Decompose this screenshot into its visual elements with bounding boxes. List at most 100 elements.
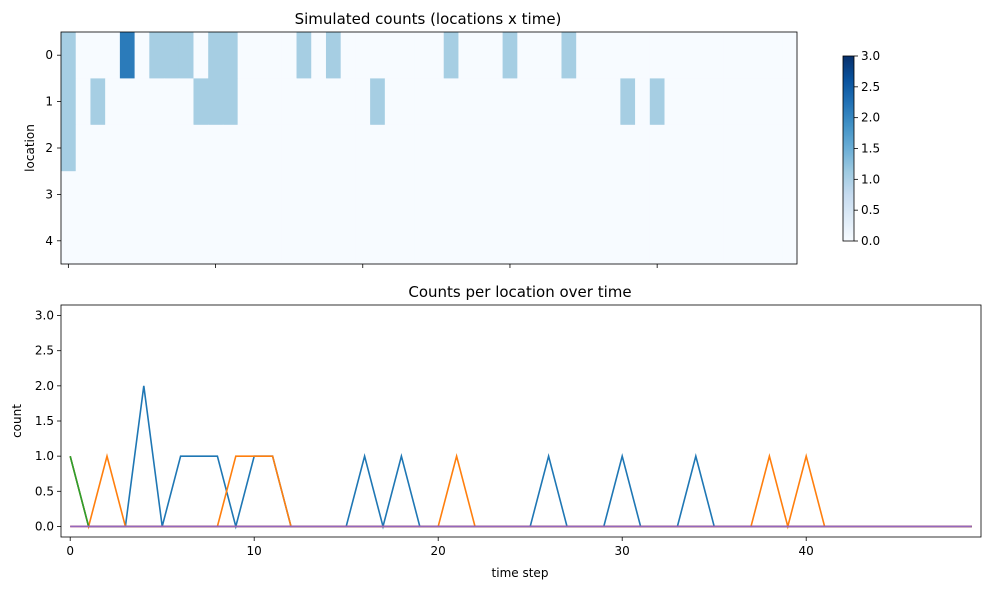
heatmap-cell — [532, 217, 548, 265]
heatmap-cell — [61, 171, 77, 218]
heatmap-cell — [267, 32, 283, 79]
heatmap-cell — [164, 171, 180, 218]
heatmap-cell — [723, 32, 739, 79]
heatmap-cell — [222, 32, 239, 79]
heatmap-cell — [222, 124, 239, 172]
heatmap-cell — [75, 124, 91, 172]
heatmap-cell — [693, 78, 710, 126]
heatmap-cell — [576, 78, 592, 126]
heatmap-cell — [458, 124, 474, 172]
heatmap-cell — [502, 32, 518, 79]
heatmap-cell — [679, 78, 695, 126]
lineplot-y-tick-label: 1.5 — [35, 414, 54, 428]
lineplot-x-tick-label: 10 — [247, 544, 262, 558]
heatmap-cell — [370, 217, 386, 265]
heatmap-cell — [164, 78, 180, 126]
heatmap-title: Simulated counts (locations x time) — [295, 10, 562, 28]
heatmap-cell — [546, 78, 562, 126]
heatmap-cell — [576, 171, 592, 218]
lineplot-y-tick-label: 1.0 — [35, 449, 54, 463]
heatmap-cell — [384, 78, 400, 126]
heatmap-cell — [517, 32, 533, 79]
heatmap-cell — [635, 78, 651, 126]
heatmap-cell — [517, 217, 533, 265]
heatmap-cell — [355, 171, 371, 218]
heatmap-cell — [708, 217, 724, 265]
colorbar — [842, 55, 855, 242]
lineplot-y-tick-label: 0.5 — [35, 484, 54, 498]
heatmap-cell — [487, 78, 503, 126]
heatmap-cell — [679, 32, 695, 79]
heatmap-cell — [340, 217, 356, 265]
heatmap-cell — [708, 171, 724, 218]
heatmap-cell — [75, 171, 91, 218]
heatmap-cell — [252, 124, 268, 172]
heatmap-cell — [149, 78, 165, 126]
lineplot-x-tick-label: 40 — [799, 544, 814, 558]
heatmap-cell — [546, 124, 562, 172]
heatmap-cell — [458, 217, 474, 265]
heatmap-cell — [370, 32, 386, 79]
lineplot-x-tick-label: 30 — [615, 544, 630, 558]
heatmap-cell — [193, 171, 209, 218]
colorbar-tick-label: 0.0 — [861, 234, 880, 248]
heatmap-cell — [752, 171, 768, 218]
heatmap-cell — [105, 78, 121, 126]
heatmap-cell — [532, 78, 548, 126]
heatmap-cell — [767, 124, 783, 172]
heatmap-cell — [119, 124, 135, 172]
colorbar-ticks: 0.0 0.5 1.0 1.5 2.0 2.5 3.0 — [854, 49, 880, 248]
heatmap-cell — [620, 124, 636, 172]
heatmap-cell — [517, 124, 533, 172]
heatmap-cell — [222, 171, 239, 218]
heatmap-cell — [208, 217, 224, 265]
heatmap-cell — [75, 32, 91, 79]
heatmap-cell — [237, 78, 253, 126]
colorbar-tick-label: 1.0 — [861, 172, 880, 186]
heatmap-cell — [325, 32, 342, 79]
heatmap-cell — [738, 78, 754, 126]
heatmap-cell — [443, 78, 459, 126]
heatmap-cell — [252, 171, 268, 218]
heatmap-cell — [693, 124, 710, 172]
heatmap-cell — [590, 171, 607, 218]
heatmap-cell — [473, 78, 489, 126]
lineplot-y-tick-label: 2.5 — [35, 344, 54, 358]
heatmap-cell — [222, 217, 239, 265]
heatmap-cell — [149, 217, 165, 265]
heatmap-cell — [532, 32, 548, 79]
heatmap-cell — [149, 124, 165, 172]
heatmap-cell — [178, 32, 194, 79]
heatmap-cell — [134, 78, 150, 126]
heatmap-cell — [635, 124, 651, 172]
heatmap-cell — [105, 171, 121, 218]
heatmap-cell — [649, 78, 665, 126]
heatmap-cell — [252, 32, 268, 79]
heatmap-cell — [664, 124, 680, 172]
lineplot-y-label: count — [10, 404, 24, 438]
heatmap-cell — [429, 124, 445, 172]
heatmap-cell — [178, 78, 194, 126]
heatmap-cell — [693, 171, 710, 218]
heatmap-cell — [649, 171, 665, 218]
heatmap-cell — [664, 32, 680, 79]
heatmap-cell — [384, 217, 400, 265]
heatmap-cells — [61, 32, 798, 265]
heatmap-cell — [340, 171, 356, 218]
heatmap-cell — [443, 32, 459, 79]
heatmap-cell — [620, 32, 636, 79]
heatmap-cell — [590, 217, 607, 265]
heatmap-cell — [134, 124, 150, 172]
heatmap-cell — [134, 32, 150, 79]
heatmap-cell — [517, 171, 533, 218]
heatmap-cell — [767, 78, 783, 126]
heatmap-cell — [458, 32, 474, 79]
heatmap-cell — [620, 78, 636, 126]
heatmap-cell — [340, 78, 356, 126]
heatmap-x-ticks — [67, 264, 658, 268]
heatmap-cell — [414, 78, 430, 126]
heatmap-y-tick-label: 1 — [45, 95, 53, 109]
heatmap-cell — [370, 171, 386, 218]
heatmap-cell — [649, 217, 665, 265]
heatmap-cell — [576, 32, 592, 79]
